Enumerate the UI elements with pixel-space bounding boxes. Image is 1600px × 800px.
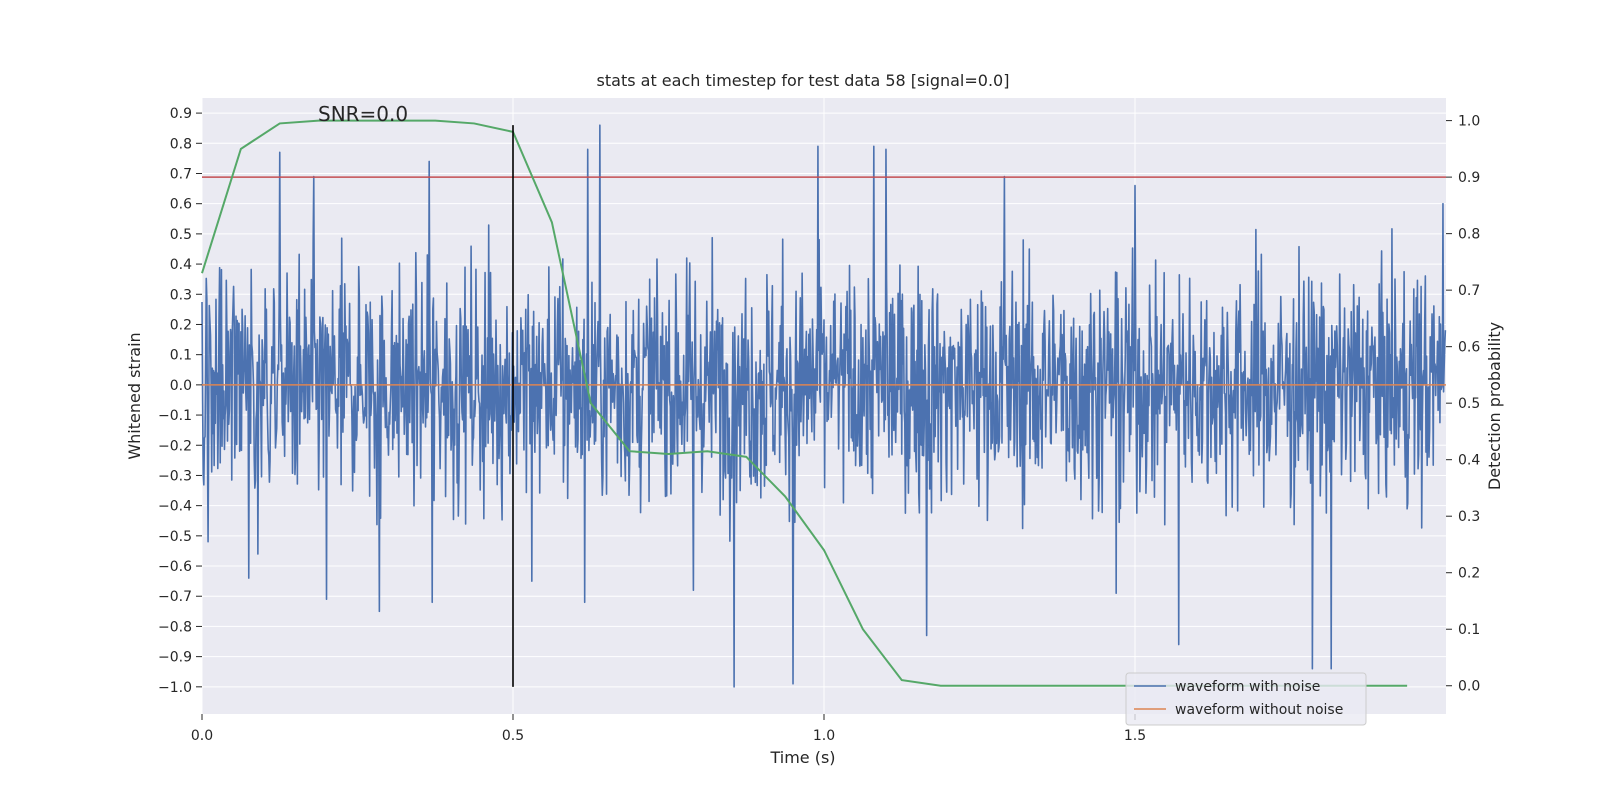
y-tick-label: 0.8: [170, 136, 192, 152]
y-axis-left: 0.9 0.8 0.7 0.6 0.5 0.4 0.3 0.2 0.1 0.0 −0.1 −0.2 −0…: [158, 106, 202, 696]
y-tick-label: −0.8: [158, 619, 192, 635]
legend-label-clean: waveform without noise: [1175, 702, 1343, 718]
legend-box: [1125, 672, 1367, 726]
y-tick-label: 0.7: [170, 166, 192, 182]
y-tick-label: −0.6: [158, 559, 192, 575]
y2-tick-label: 0.1: [1458, 622, 1480, 638]
y-tick-label: 0.4: [170, 257, 192, 273]
y2-axis-title: Detection probability: [1485, 322, 1504, 490]
y-axis-title: Whitened strain: [125, 332, 144, 459]
y-tick-label: −0.4: [158, 499, 192, 515]
legend-label-noise: waveform with noise: [1175, 679, 1320, 695]
y2-tick-label: 0.5: [1458, 396, 1480, 412]
y-tick-label: 0.0: [170, 378, 192, 394]
x-tick-label: 0.0: [191, 728, 213, 744]
snr-annotation: SNR=0.0: [318, 102, 408, 126]
y2-tick-label: 0.8: [1458, 227, 1480, 243]
x-axis-title: Time (s): [769, 748, 835, 767]
y2-tick-label: 0.3: [1458, 509, 1480, 525]
chart-title: stats at each timestep for test data 58 …: [597, 71, 1010, 90]
y2-tick-label: 1.0: [1458, 114, 1480, 130]
x-axis: 0.0 0.5 1.0 1.5: [191, 714, 1146, 744]
y2-tick-label: 0.7: [1458, 283, 1480, 299]
y2-tick-label: 0.0: [1458, 679, 1480, 695]
y-tick-label: 0.6: [170, 197, 192, 213]
y-tick-label: −0.9: [158, 650, 192, 666]
y-tick-label: 0.3: [170, 287, 192, 303]
y-axis-right: 1.0 0.9 0.8 0.7 0.6 0.5 0.4 0.3 0.2 0.1 0.0: [1446, 114, 1480, 695]
y-tick-label: −0.1: [158, 408, 192, 424]
x-tick-label: 1.5: [1124, 728, 1146, 744]
y-tick-label: −0.3: [158, 468, 192, 484]
x-tick-label: 0.5: [502, 728, 524, 744]
x-tick-label: 1.0: [813, 728, 835, 744]
y2-tick-label: 0.2: [1458, 566, 1480, 582]
noise-series: [201, 124, 1447, 688]
y-tick-label: −0.5: [158, 529, 192, 545]
y-tick-label: −1.0: [158, 680, 192, 696]
y-tick-label: 0.1: [170, 348, 192, 364]
y-tick-label: −0.2: [158, 438, 192, 454]
y-tick-label: 0.9: [170, 106, 192, 122]
noise-waveform-line: [201, 124, 1447, 688]
y-tick-label: 0.2: [170, 317, 192, 333]
y2-tick-label: 0.4: [1458, 453, 1480, 469]
y-tick-label: −0.7: [158, 589, 192, 605]
y2-tick-label: 0.6: [1458, 340, 1480, 356]
y-tick-label: 0.5: [170, 227, 192, 243]
y2-tick-label: 0.9: [1458, 170, 1480, 186]
legend: waveform with noise waveform without noi…: [1125, 672, 1367, 726]
